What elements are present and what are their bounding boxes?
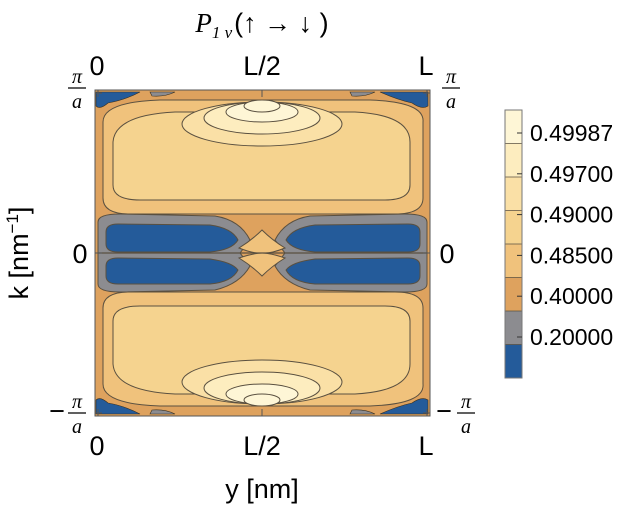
contour-blue-upper-right [285,223,421,253]
y-tick-left-bottom: − π a [49,391,86,438]
legend-band [505,210,522,245]
y-tick-left-top: π a [68,66,86,113]
y-tick-left-bottom-a: a [72,416,82,438]
y-tick-right-zero: 0 [439,239,454,269]
contour-band-upper-inner [112,111,411,201]
contour-blue-lower-right [285,257,421,285]
chart-title: P1 v(↑ → ↓ ) [194,8,328,42]
contour-blue-upper-left [105,223,239,253]
plot-area [95,90,430,416]
y-axis-label: k [nm−1] [3,207,34,300]
noise-top-right [379,91,429,108]
tick-marks [95,90,430,416]
legend-band [505,143,522,178]
y-tick-right-bottom: − π a [436,391,475,438]
legend-tick-label: 0.49987 [530,120,613,146]
y-tick-right-bottom-pi: π [461,391,472,413]
y-tick-right-bottom-minus: − [436,396,452,426]
noise-top-left [95,91,141,108]
x-tick-top-half: L/2 [243,51,281,81]
x-tick-top-L: L [418,51,433,81]
y-tick-left-zero: 0 [72,239,87,269]
legend-band [505,110,522,144]
noise-top-mid-right [349,91,376,97]
legend-tick-label: 0.49700 [530,161,613,187]
x-tick-top-0: 0 [89,51,104,81]
contour-band-lower-inner [112,305,411,395]
legend-frame [504,109,523,379]
noise-bottom-mid-left [149,409,176,415]
noise-top-mid-left [149,91,176,97]
legend-band [505,311,522,345]
x-axis-label: y [nm] [225,474,299,504]
legend-tick-label: 0.49000 [530,202,613,228]
y-tick-right-top-a: a [446,91,456,113]
contour-bottom-4 [243,393,281,407]
noise-bottom-left [95,398,141,415]
legend-band [505,244,522,278]
contour-top-4 [243,99,281,113]
noise-bottom-right [379,398,429,415]
y-tick-right-top-pi: π [446,66,457,88]
y-tick-left-bottom-minus: − [49,396,65,426]
x-tick-bottom-L: L [418,431,433,461]
noise-bottom-mid-right [349,409,376,415]
contour-blue-lower-left [105,257,239,285]
legend-band [505,277,522,312]
y-tick-right-bottom-a: a [461,416,471,438]
edge-noise [95,91,429,415]
y-tick-left-bottom-pi: π [72,391,83,413]
x-tick-bottom-0: 0 [89,431,104,461]
legend-band [505,344,522,379]
legend-tick-label: 0.40000 [530,283,613,309]
y-tick-left-top-a: a [72,91,82,113]
legend-tick-label: 0.48500 [530,242,613,268]
y-tick-right-top: π a [442,66,460,113]
legend-tick-label: 0.20000 [530,324,613,350]
color-legend: 0.49987 0.49700 0.49000 0.48500 0.40000 0.200… [504,109,613,379]
y-tick-left-top-pi: π [72,66,83,88]
legend-band [505,177,522,211]
x-tick-bottom-half: L/2 [243,431,281,461]
